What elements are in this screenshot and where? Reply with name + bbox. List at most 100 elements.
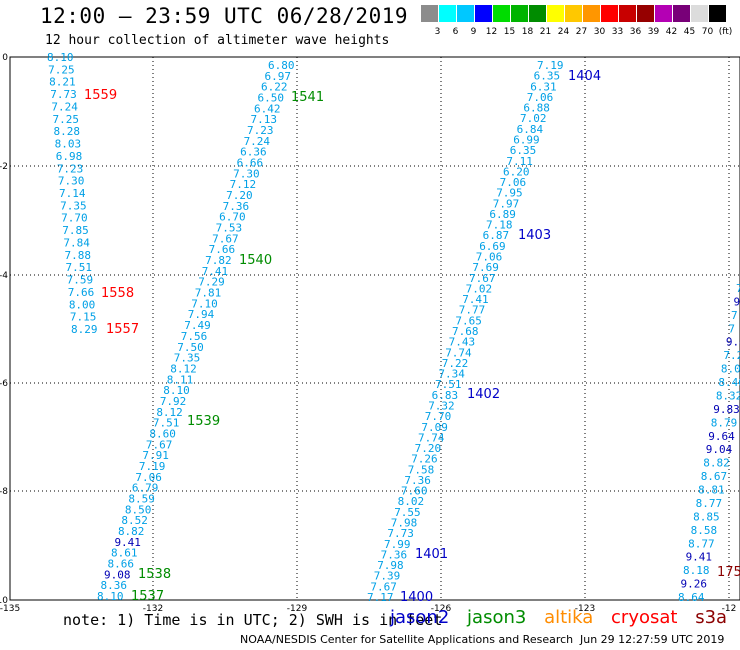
lon-tick-label: -123 [575,604,595,614]
credit-text: NOAA/NESDIS Center for Satellite Applica… [240,633,574,646]
wave-height-value: 6.79 [132,482,159,495]
wave-height-value: 7.02 [466,282,493,295]
wave-height-value: 7.35 [174,352,201,365]
wave-height-value: 8.05 [721,363,740,376]
pass-number-label: 1400 [400,590,433,605]
wave-height-value: 7.06 [527,91,554,104]
wave-height-value: 7.74 [418,431,445,444]
wave-height-value: 7.73 [387,527,414,540]
scale-swatch [583,5,600,22]
scale-swatch [619,5,636,22]
wave-height-value: 7 [736,282,740,295]
wave-height-value: 7.55 [394,506,421,519]
wave-height-value: 8.00 [69,298,96,311]
wave-height-value: 6.66 [237,157,264,170]
pass-number-label: 175 [717,565,740,580]
wave-height-value: 7.26 [411,453,438,466]
scale-swatch [691,5,708,22]
wave-height-value: 7.88 [64,249,91,262]
wave-height-value: 7.15 [70,311,97,324]
wave-height-value: 8.36 [100,579,127,592]
wave-height-value: 7.51 [435,378,462,391]
wave-height-value: 8.66 [107,557,134,570]
pass-number-label: 1537 [131,589,164,604]
legend-jason3: jason3 [467,607,527,628]
scale-label: 6 [452,27,459,37]
wave-height-value: 7.67 [469,272,496,285]
wave-height-value: 7.67 [212,232,239,245]
wave-height-value: 8.50 [125,503,152,516]
wave-height-value: 6.42 [254,102,281,115]
wave-height-value: 6.20 [503,165,530,178]
wave-height-value: 7.59 [67,274,94,287]
wave-height-value: 8.29 [71,323,98,336]
wave-height-value: 7.49 [184,319,211,332]
wave-height-value: 7 [728,322,735,335]
wave-height-value: 6.36 [240,146,267,159]
wave-height-value: 7.58 [408,463,435,476]
scale-swatch [439,5,456,22]
wave-height-value: 8.46 [718,376,740,389]
scale-swatch [565,5,582,22]
pass-number-label: 1404 [568,69,601,84]
map-title: 12:00 – 23:59 UTC 06/28/2019 [40,4,409,28]
map-frame [9,56,740,601]
scale-label: (ft) [718,27,733,37]
wave-height-value: 6.31 [530,80,557,93]
lat-tick-label: -4 [0,271,8,281]
wave-height-value: 7.70 [61,212,88,225]
footer-note: note: 1) Time is in UTC; 2) SWH is in fe… [63,611,443,629]
wave-height-value: 8.79 [711,416,738,429]
scale-swatch [673,5,690,22]
wave-height-value: 7.36 [404,474,431,487]
wave-height-value: 8.12 [170,362,197,375]
scale-label: 18 [521,27,534,37]
lon-tick-label: -135 [0,604,20,614]
wave-height-value: 7.66 [68,286,95,299]
scale-label: 27 [575,27,588,37]
wave-height-value: 7.30 [233,167,260,180]
wave-height-value: 7.2 [723,349,740,362]
wave-height-value: 7.14 [59,187,86,200]
wave-height-value: 8.82 [118,525,145,538]
wave-height-value: 8.02 [398,495,425,508]
wave-height-value: 7.06 [135,471,162,484]
wave-height-value: 7.24 [244,135,271,148]
wave-height-value: 7.12 [230,178,257,191]
wave-height-value: 7.23 [57,162,83,175]
wave-height-value: 7.56 [181,330,208,343]
satellite-legend: jason2 jason3 altika cryosat s3a [390,607,739,628]
wave-height-value: 8.12 [156,406,183,419]
scale-label: 33 [611,27,624,37]
wave-height-value: 7.98 [377,559,404,572]
scale-swatch [457,5,474,22]
wave-height-value: 9 [733,295,740,308]
wave-height-value: 9.4 [726,336,740,349]
pass-number-label: 1539 [187,414,220,429]
wave-height-value: 6.97 [265,70,292,83]
scale-label: 39 [647,27,660,37]
wave-height-value: 7.73 [50,88,77,101]
scale-swatch [547,5,564,22]
scale-label: 15 [503,27,516,37]
wave-height-value: 6.35 [510,144,537,157]
wave-height-value: 8.21 [49,76,76,89]
wave-height-value: 7.92 [160,395,187,408]
pass-number-label: 1403 [518,228,551,243]
wave-height-value: 8.85 [693,510,720,523]
wave-height-value: 6.83 [432,389,459,402]
scale-label: 42 [665,27,678,37]
scale-label: 36 [629,27,642,37]
wave-height-value: 7.06 [476,251,503,264]
scale-label: 24 [557,27,570,37]
wave-height-value: 7.50 [177,341,204,354]
wave-height-value: 7.23 [247,124,274,137]
wave-height-value: 6.99 [513,133,540,146]
timestamp: Jun 29 12:27:59 UTC 2019 [580,633,725,646]
wave-height-value: 8.28 [54,125,81,138]
wave-height-value: 7.70 [425,410,452,423]
wave-height-value: 7.36 [381,548,408,561]
wave-height-value: 7.29 [198,276,225,289]
scale-label: 9 [470,27,477,37]
scale-swatch [709,5,726,22]
